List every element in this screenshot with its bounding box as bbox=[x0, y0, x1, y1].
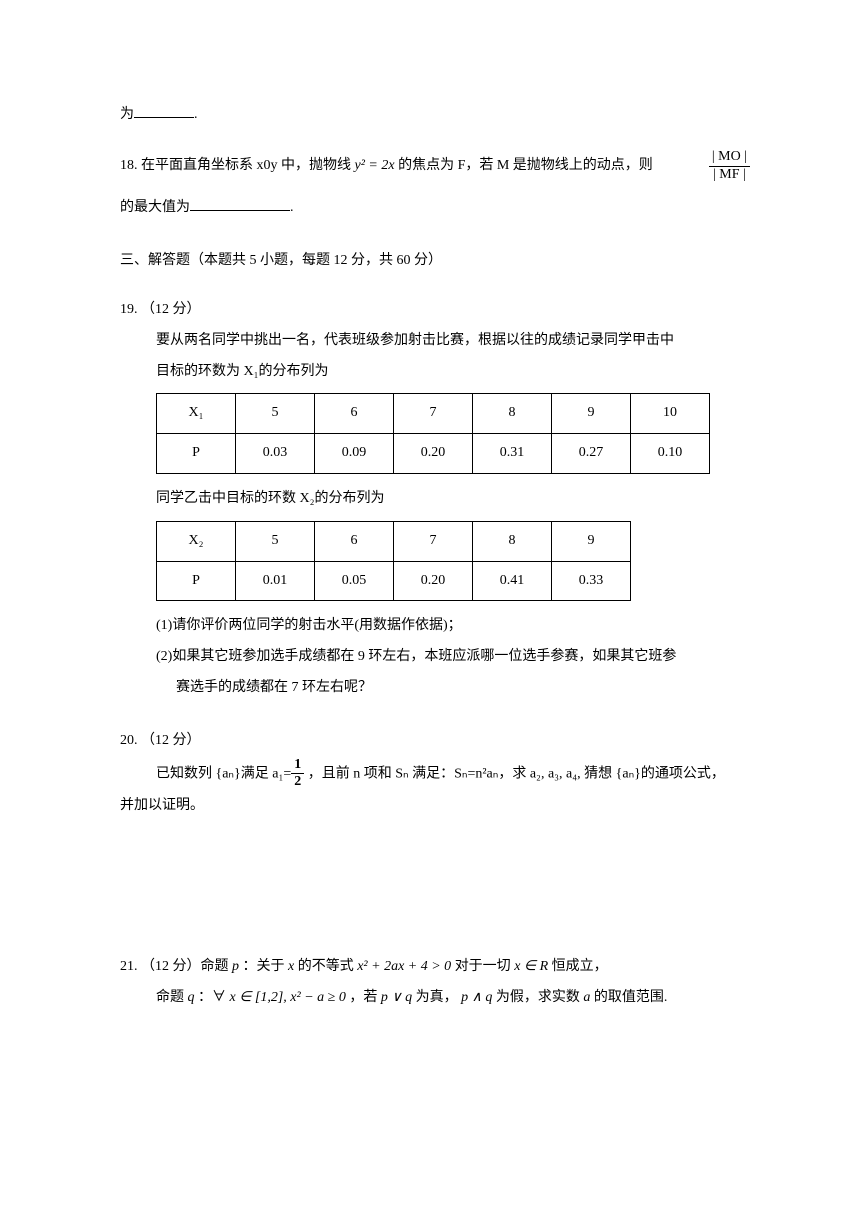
cell: 6 bbox=[315, 394, 394, 434]
q18-fraction: | MO | | MF | bbox=[709, 149, 750, 184]
q19-intro1: 要从两名同学中挑出一名，代表班级参加射击比赛，根据以往的成绩记录同学甲击中 bbox=[120, 326, 750, 357]
cell: P bbox=[157, 434, 236, 474]
exam-page: 为. 18. 在平面直角坐标系 x0y 中，抛物线 y² = 2x 的焦点为 F… bbox=[0, 0, 860, 1014]
q19-sub1: (1)请你评价两位同学的射击水平(用数据作依据)； bbox=[120, 611, 750, 642]
q20-fraction: 12 bbox=[291, 757, 304, 792]
cell: 6 bbox=[315, 521, 394, 561]
cell: P bbox=[157, 561, 236, 601]
q21-l2d: 为真， bbox=[412, 990, 461, 1005]
q18-line2a: 的最大值为 bbox=[120, 200, 190, 215]
cell: X₂ bbox=[157, 521, 236, 561]
q21: 21. （12 分）命题 p ：关于 x 的不等式 x² + 2ax + 4 >… bbox=[120, 952, 750, 1014]
cell: X₁ bbox=[157, 394, 236, 434]
section3-header: 三、解答题（本题共 5 小题，每题 12 分，共 60 分） bbox=[120, 246, 750, 277]
q21-l2f: 的取值范围. bbox=[590, 990, 667, 1005]
cell: 0.01 bbox=[236, 561, 315, 601]
q21-l2e: 为假，求实数 bbox=[492, 990, 583, 1005]
q19-table1: X₁ 5 6 7 8 9 10 P 0.03 0.09 0.20 0.31 0.… bbox=[156, 393, 710, 474]
cell: 0.10 bbox=[631, 434, 710, 474]
q18-eq: y² = 2x bbox=[355, 158, 395, 173]
q18-frac-den: | MF | bbox=[709, 167, 750, 184]
cell: 10 bbox=[631, 394, 710, 434]
table-row: X₂ 5 6 7 8 9 bbox=[157, 521, 631, 561]
q17-tail-text: 为 bbox=[120, 107, 134, 122]
cell: 0.20 bbox=[394, 561, 473, 601]
q18-frac-num: | MO | bbox=[709, 149, 750, 167]
cell: 7 bbox=[394, 394, 473, 434]
q18-prefix: 18. 在平面直角坐标系 x0y 中，抛物线 bbox=[120, 158, 355, 173]
cell: 7 bbox=[394, 521, 473, 561]
blank-q17 bbox=[134, 103, 194, 118]
cell: 0.09 bbox=[315, 434, 394, 474]
q21-line2: 命题 q ：∀ x ∈ [1,2], x² − a ≥ 0 ，若 p ∨ q 为… bbox=[120, 983, 750, 1014]
q17-tail: 为. bbox=[120, 100, 750, 131]
q21-xr: x ∈ R bbox=[514, 959, 548, 974]
q20-line1b: ，且前 n 项和 Sₙ 满足：Sₙ=n²aₙ，求 a₂, a₃, a₄, 猜想 … bbox=[304, 766, 725, 781]
q21-line1: 21. （12 分）命题 p ：关于 x 的不等式 x² + 2ax + 4 >… bbox=[120, 952, 750, 983]
q21-l1a: 21. （12 分）命题 bbox=[120, 959, 232, 974]
cell: 0.31 bbox=[473, 434, 552, 474]
cell: 5 bbox=[236, 521, 315, 561]
q20-line2: 并加以证明。 bbox=[120, 791, 750, 822]
q21-paq: p ∧ q bbox=[461, 990, 492, 1005]
table-row: P 0.03 0.09 0.20 0.31 0.27 0.10 bbox=[157, 434, 710, 474]
q21-pvq: p ∨ q bbox=[381, 990, 412, 1005]
q21-l2b: ：∀ bbox=[195, 990, 230, 1005]
q20-header: 20. （12 分） bbox=[120, 726, 750, 757]
q21-l1e: 恒成立， bbox=[548, 959, 608, 974]
q18-line2b: . bbox=[290, 200, 294, 215]
cell: 8 bbox=[473, 394, 552, 434]
q21-l1b: ：关于 bbox=[239, 959, 288, 974]
q21-l2a: 命题 bbox=[156, 990, 188, 1005]
q18-line2: 的最大值为. bbox=[120, 193, 750, 224]
q21-q: q bbox=[188, 990, 195, 1005]
cell: 9 bbox=[552, 521, 631, 561]
q20-frac-den: 2 bbox=[291, 774, 304, 791]
q19-sub2b: 赛选手的成绩都在 7 环左右呢？ bbox=[120, 673, 750, 704]
q19-sub2a: (2)如果其它班参加选手成绩都在 9 环左右，本班应派哪一位选手参赛，如果其它班… bbox=[120, 642, 750, 673]
q19: 19. （12 分） 要从两名同学中挑出一名，代表班级参加射击比赛，根据以往的成… bbox=[120, 295, 750, 704]
table-row: P 0.01 0.05 0.20 0.41 0.33 bbox=[157, 561, 631, 601]
q17-period: . bbox=[194, 107, 198, 122]
q18-line1: 18. 在平面直角坐标系 x0y 中，抛物线 y² = 2x 的焦点为 F，若 … bbox=[120, 151, 703, 182]
cell: 0.41 bbox=[473, 561, 552, 601]
q20-frac-num: 1 bbox=[291, 757, 304, 775]
q18-mid: 的焦点为 F，若 M 是抛物线上的动点，则 bbox=[395, 158, 653, 173]
cell: 5 bbox=[236, 394, 315, 434]
q19-intro2: 目标的环数为 X₁的分布列为 bbox=[120, 357, 750, 388]
q21-p: p bbox=[232, 959, 239, 974]
q20-line1: 已知数列 {aₙ}满足 a₁=12 ，且前 n 项和 Sₙ 满足：Sₙ=n²aₙ… bbox=[120, 757, 750, 792]
q21-ineq1: x² + 2ax + 4 > 0 bbox=[357, 959, 451, 974]
q18: 18. 在平面直角坐标系 x0y 中，抛物线 y² = 2x 的焦点为 F，若 … bbox=[120, 149, 750, 184]
q20-line1a: 已知数列 {aₙ}满足 a₁= bbox=[156, 766, 291, 781]
cell: 8 bbox=[473, 521, 552, 561]
q19-header: 19. （12 分） bbox=[120, 295, 750, 326]
q20: 20. （12 分） 已知数列 {aₙ}满足 a₁=12 ，且前 n 项和 Sₙ… bbox=[120, 726, 750, 822]
table-row: X₁ 5 6 7 8 9 10 bbox=[157, 394, 710, 434]
cell: 9 bbox=[552, 394, 631, 434]
cell: 0.20 bbox=[394, 434, 473, 474]
cell: 0.03 bbox=[236, 434, 315, 474]
q19-table2: X₂ 5 6 7 8 9 P 0.01 0.05 0.20 0.41 0.33 bbox=[156, 521, 631, 602]
blank-q18 bbox=[190, 196, 290, 211]
q21-l1c: 的不等式 bbox=[294, 959, 357, 974]
cell: 0.27 bbox=[552, 434, 631, 474]
cell: 0.05 bbox=[315, 561, 394, 601]
q21-l2c: ，若 bbox=[346, 990, 381, 1005]
q21-l1d: 对于一切 bbox=[451, 959, 514, 974]
cell: 0.33 bbox=[552, 561, 631, 601]
q19-mid: 同学乙击中目标的环数 X₂的分布列为 bbox=[120, 484, 750, 515]
q21-dom: x ∈ [1,2], x² − a ≥ 0 bbox=[230, 990, 346, 1005]
